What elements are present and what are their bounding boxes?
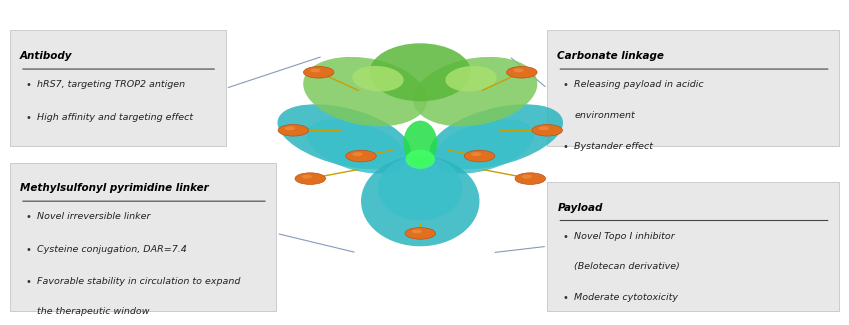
FancyBboxPatch shape <box>548 182 839 311</box>
Ellipse shape <box>306 119 407 174</box>
Ellipse shape <box>352 66 403 92</box>
Ellipse shape <box>430 104 563 169</box>
Text: Cysteine conjugation, DAR=7.4: Cysteine conjugation, DAR=7.4 <box>37 245 187 254</box>
Ellipse shape <box>361 156 480 246</box>
Text: •: • <box>562 80 568 90</box>
Circle shape <box>285 126 295 130</box>
Ellipse shape <box>434 119 534 174</box>
Circle shape <box>352 152 363 156</box>
Text: •: • <box>25 277 31 287</box>
Text: •: • <box>25 213 31 222</box>
Circle shape <box>346 150 376 162</box>
Circle shape <box>522 175 532 179</box>
Ellipse shape <box>403 121 437 166</box>
Text: •: • <box>562 232 568 242</box>
FancyBboxPatch shape <box>548 31 839 146</box>
Ellipse shape <box>446 66 497 92</box>
FancyBboxPatch shape <box>10 31 226 146</box>
Circle shape <box>515 173 546 184</box>
Text: Bystander effect: Bystander effect <box>574 142 653 150</box>
Text: •: • <box>25 80 31 90</box>
Circle shape <box>464 150 495 162</box>
Circle shape <box>532 124 562 136</box>
FancyBboxPatch shape <box>10 162 277 311</box>
Circle shape <box>539 126 549 130</box>
Text: •: • <box>562 293 568 303</box>
Circle shape <box>507 67 537 78</box>
Text: Novel Topo I inhibitor: Novel Topo I inhibitor <box>574 232 675 241</box>
Text: Moderate cytotoxicity: Moderate cytotoxicity <box>574 293 678 302</box>
Circle shape <box>471 152 481 156</box>
Circle shape <box>405 227 436 239</box>
Circle shape <box>301 175 312 179</box>
Circle shape <box>514 68 524 72</box>
Ellipse shape <box>413 57 537 126</box>
Text: the therapeutic window: the therapeutic window <box>37 307 149 317</box>
Ellipse shape <box>278 104 411 169</box>
Text: environment: environment <box>574 111 635 120</box>
Ellipse shape <box>406 150 435 169</box>
Text: •: • <box>25 245 31 255</box>
Text: (Belotecan derivative): (Belotecan derivative) <box>574 262 680 271</box>
Text: Novel irreversible linker: Novel irreversible linker <box>37 213 150 221</box>
Text: •: • <box>25 112 31 123</box>
Text: Payload: Payload <box>557 203 603 213</box>
Text: •: • <box>562 142 568 151</box>
Ellipse shape <box>378 156 463 220</box>
Circle shape <box>412 229 422 233</box>
Circle shape <box>278 124 308 136</box>
Circle shape <box>295 173 325 184</box>
Ellipse shape <box>369 43 471 101</box>
Text: Methylsulfonyl pyrimidine linker: Methylsulfonyl pyrimidine linker <box>20 183 209 193</box>
Ellipse shape <box>303 57 427 126</box>
Text: Carbonate linkage: Carbonate linkage <box>557 51 664 61</box>
Circle shape <box>303 67 334 78</box>
Text: Antibody: Antibody <box>20 51 72 61</box>
Circle shape <box>310 68 320 72</box>
Text: hRS7, targeting TROP2 antigen: hRS7, targeting TROP2 antigen <box>37 80 185 89</box>
Text: Releasing payload in acidic: Releasing payload in acidic <box>574 80 704 89</box>
Text: High affinity and targeting effect: High affinity and targeting effect <box>37 112 193 122</box>
Text: Favorable stability in circulation to expand: Favorable stability in circulation to ex… <box>37 277 240 286</box>
